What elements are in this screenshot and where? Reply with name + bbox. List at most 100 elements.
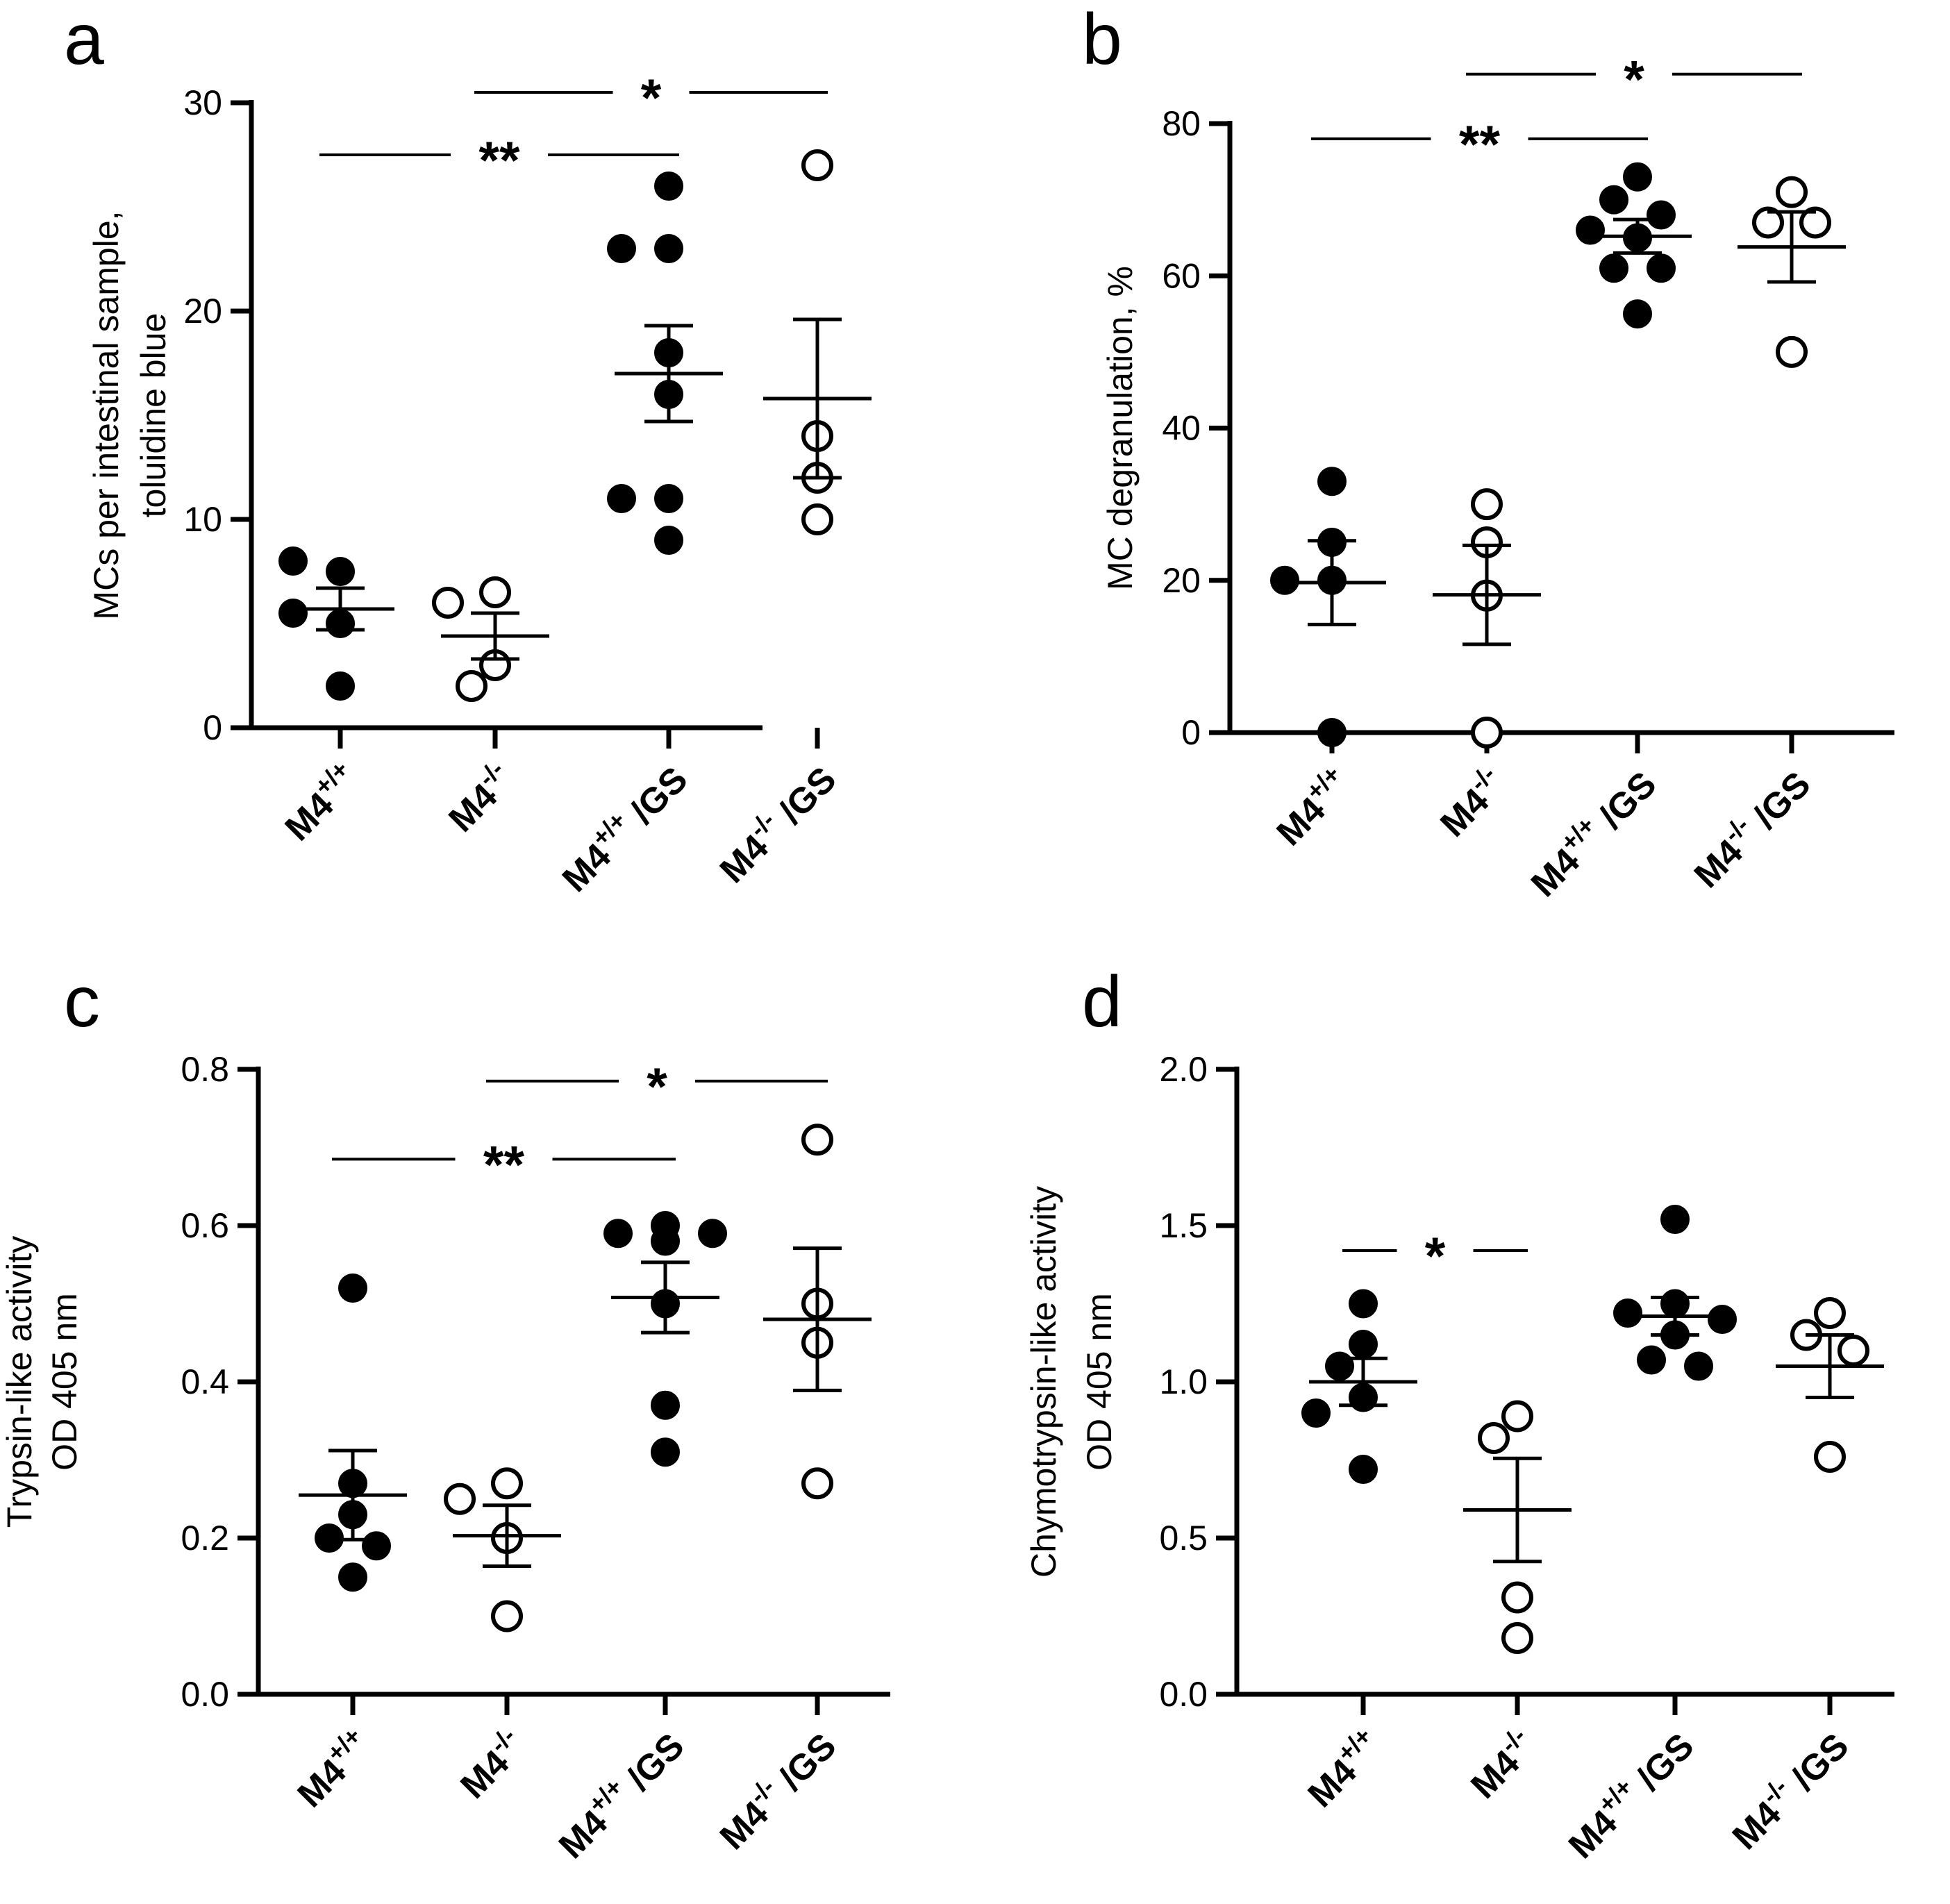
x-category-label: M4+/+ /GS (1557, 1721, 1702, 1867)
data-point-filled (1317, 718, 1347, 747)
data-point-filled (1623, 299, 1652, 329)
data-point-filled (326, 557, 355, 586)
data-point-filled (1708, 1305, 1737, 1334)
y-tick-label: 80 (1162, 104, 1201, 143)
data-point-open (1776, 176, 1808, 208)
data-point-open (1799, 206, 1831, 239)
data-point-filled (1270, 565, 1299, 595)
data-point-open (491, 1467, 523, 1500)
data-point-filled (338, 1273, 367, 1303)
data-point-open (479, 576, 511, 608)
data-point-open (801, 149, 833, 181)
data-point-open (1814, 1297, 1846, 1329)
panel-a: a 0 10 20 30 MCs per intestinal sample, toluid… (64, 0, 872, 900)
panel-letter: d (1082, 962, 1122, 1042)
panel-letter: b (1082, 0, 1122, 80)
data-point-filled (1349, 1455, 1378, 1484)
significance-label: ** (483, 1135, 525, 1194)
x-category-label: M4-/- /GS (1682, 760, 1818, 896)
y-tick-label: 0.0 (181, 1675, 229, 1714)
data-point-filled (1576, 215, 1605, 245)
panel-letter: a (64, 0, 104, 80)
x-category-label: M4+/+ (1265, 760, 1358, 853)
y-tick-label: 0 (1181, 713, 1201, 752)
y-axis-label: OD 405 nm (1080, 1293, 1119, 1471)
panel-d: d 0.0 0.5 1.0 1.5 2.0 Chymotrypsin-like activi… (1024, 962, 1894, 1867)
data-point-open (801, 1124, 833, 1156)
y-tick-label: 0.2 (181, 1519, 229, 1558)
y-tick-label: 2.0 (1159, 1050, 1208, 1089)
x-category-label: M4-/- (1428, 760, 1513, 844)
significance-label: * (641, 69, 662, 128)
y-axis-label: Trypsin-like activity (0, 1236, 39, 1528)
y-tick-label: 20 (1162, 561, 1201, 600)
data-point-open (1752, 206, 1784, 239)
data-point-filled (338, 1562, 367, 1592)
x-category-label: M4-/- /GS (1720, 1721, 1856, 1857)
y-tick-label: 0.0 (1159, 1675, 1208, 1714)
data-point-filled (1317, 467, 1347, 496)
data-point-filled (654, 172, 683, 201)
data-point-filled (654, 484, 683, 513)
data-point-filled (607, 234, 636, 263)
y-tick-label: 20 (183, 292, 222, 331)
data-point-filled (651, 1437, 680, 1467)
x-category-label: M4+/+ /GS (1519, 760, 1665, 905)
data-point-filled (326, 671, 355, 701)
x-category-label: M4+/+ (273, 755, 367, 849)
data-point-filled (1623, 162, 1652, 192)
y-tick-label: 30 (183, 83, 222, 122)
data-point-filled (1349, 1289, 1378, 1319)
data-point-open (801, 503, 833, 535)
significance-label: ** (478, 131, 520, 190)
y-tick-label: 0.4 (181, 1362, 229, 1401)
data-point-filled (1599, 253, 1628, 283)
data-point-open (456, 670, 488, 702)
x-category-label: M4-/- (437, 755, 522, 840)
data-point-filled (1647, 200, 1676, 230)
significance-label: * (647, 1058, 667, 1117)
y-tick-label: 0 (203, 708, 222, 747)
y-tick-label: 60 (1162, 256, 1201, 295)
data-point-filled (1647, 253, 1676, 283)
y-tick-label: 1.0 (1159, 1362, 1208, 1401)
data-point-filled (1599, 185, 1628, 215)
data-point-filled (278, 546, 308, 576)
x-category-label: M4-/- /GS (708, 1721, 844, 1857)
y-tick-label: 40 (1162, 409, 1201, 448)
data-point-open (432, 587, 464, 619)
y-tick-label: 0.6 (181, 1206, 229, 1245)
data-point-filled (278, 599, 308, 628)
y-tick-label: 1.5 (1159, 1206, 1208, 1245)
data-point-open (801, 1467, 833, 1500)
y-tick-label: 0.8 (181, 1050, 229, 1089)
data-point-open (1501, 1400, 1533, 1433)
data-point-filled (651, 1390, 680, 1420)
y-tick-label: 10 (183, 500, 222, 539)
data-point-filled (1637, 1345, 1666, 1375)
y-axis-label: OD 405 nm (45, 1293, 84, 1471)
panel-letter: c (64, 962, 100, 1042)
x-category-label: M4+/+ /GS (547, 1721, 692, 1867)
data-point-open (491, 1600, 523, 1632)
y-tick-label: 0.5 (1159, 1519, 1208, 1558)
x-category-label: M4-/- (1459, 1721, 1544, 1806)
significance-label: ** (1459, 115, 1501, 174)
data-point-filled (1325, 1351, 1354, 1381)
y-axis-label: MCs per intestinal sample, (87, 210, 126, 619)
data-point-open (444, 1483, 476, 1515)
data-point-filled (654, 234, 683, 263)
x-category-label: M4+/+ (1296, 1721, 1390, 1815)
data-point-filled (1349, 1330, 1378, 1359)
x-category-label: M4-/- /GS (708, 755, 844, 891)
data-point-filled (654, 526, 683, 555)
x-category-label: M4+/+ (285, 1721, 379, 1815)
data-point-filled (607, 484, 636, 513)
x-category-label: M4-/- (449, 1721, 533, 1806)
y-axis-label: MC degranulation, % (1101, 266, 1140, 590)
data-point-open (1501, 1622, 1533, 1654)
data-point-filled (1301, 1398, 1331, 1428)
data-point-filled (603, 1219, 633, 1249)
data-point-open (1471, 717, 1503, 749)
